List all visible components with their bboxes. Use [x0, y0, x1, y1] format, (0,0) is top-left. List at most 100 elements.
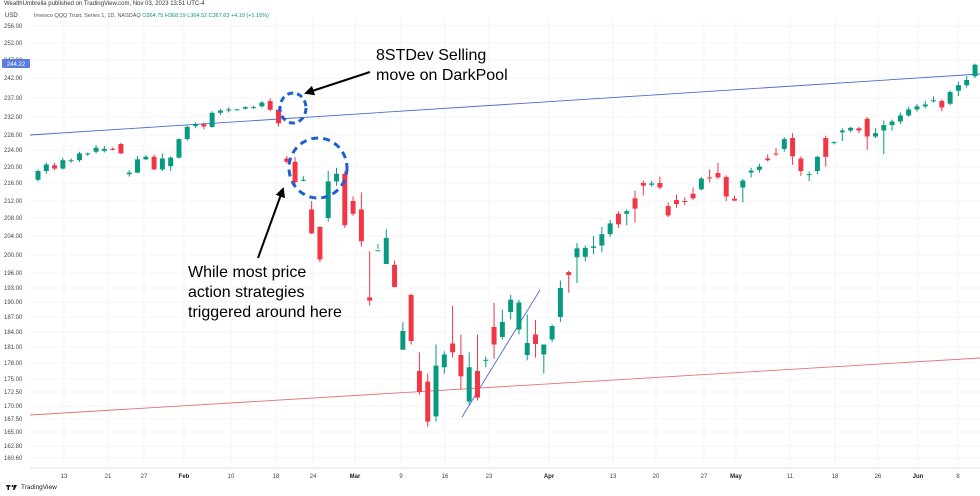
annotation-left-line1: While most price	[188, 264, 306, 281]
candle-body	[856, 128, 862, 131]
candle-body	[267, 101, 273, 110]
candle-body	[624, 211, 630, 214]
x-tick-label: 18	[832, 474, 839, 480]
candle-body	[632, 198, 638, 209]
candle-body	[441, 354, 447, 368]
candle-body	[350, 201, 356, 214]
y-tick-label: 204.00	[4, 234, 23, 240]
x-tick-label: 26	[875, 474, 882, 480]
candle-body	[939, 101, 945, 108]
y-tick-label: 162.80	[4, 444, 23, 450]
lower-trendline[interactable]	[29, 357, 980, 416]
candles	[35, 63, 978, 427]
symbol-legend: Invesco QQQ Trust, Series 1, 1D, NASDAQ …	[34, 13, 269, 19]
candle-body	[474, 371, 480, 398]
y-tick-label: 237.00	[4, 96, 23, 102]
candle-body	[433, 365, 439, 417]
annotation-left-line3: triggered around here	[188, 304, 342, 321]
candle-body	[234, 109, 240, 111]
candle-body	[43, 164, 49, 171]
candle-body	[524, 343, 530, 355]
candle-body	[557, 288, 563, 317]
y-tick-label: 252.00	[4, 41, 23, 47]
candle-body	[698, 178, 704, 190]
y-tick-label: 193.00	[4, 286, 23, 292]
open-value: O364.75	[142, 13, 164, 19]
y-tick-label: 242.00	[4, 76, 23, 82]
annotation-top-line1: 8STDev Selling	[376, 47, 486, 64]
x-tick-label: 10	[228, 474, 235, 480]
top-arrow	[304, 71, 371, 96]
y-tick-label: 220.00	[4, 165, 23, 171]
candle-body	[533, 334, 539, 344]
candle-body	[392, 264, 398, 287]
candle-body	[491, 327, 497, 345]
candle-body	[848, 127, 854, 131]
candle-body	[168, 157, 174, 167]
candle-body	[873, 133, 878, 137]
x-tick-label: 18	[273, 474, 280, 480]
candle-body	[922, 104, 928, 107]
candle-body	[673, 200, 679, 204]
candle-body	[906, 109, 912, 116]
candle-body	[781, 139, 787, 149]
candle-body	[508, 299, 514, 312]
x-tick-label: 21	[105, 474, 112, 480]
y-tick-label: 184.00	[4, 330, 23, 336]
candle-body	[889, 121, 895, 126]
candle-body	[682, 201, 688, 202]
candle-body	[259, 102, 265, 107]
candle-body	[549, 326, 555, 340]
y-tick-label: 208.00	[4, 216, 23, 222]
candle-body	[499, 322, 505, 337]
x-tick-label: 27	[701, 474, 708, 480]
x-tick-label: 24	[310, 474, 317, 480]
currency-label: USD	[5, 13, 18, 19]
candle-body	[566, 272, 572, 275]
change-value: +4.19 (+1.15%)	[230, 13, 269, 19]
candle-body	[740, 180, 746, 188]
candle-body	[93, 147, 99, 152]
candle-body	[383, 237, 389, 264]
candle-body	[591, 246, 597, 248]
y-tick-label: 216.00	[4, 181, 23, 187]
candle-body	[748, 170, 754, 173]
x-tick-label: 9	[399, 474, 403, 480]
y-tick-label: 190.00	[4, 300, 23, 306]
y-tick-label: 172.50	[4, 390, 23, 396]
x-tick-label: Apr	[544, 474, 555, 480]
y-tick-label: 256.00	[4, 24, 23, 30]
y-tick-label: 187.00	[4, 315, 23, 321]
candle-body	[209, 112, 215, 127]
trigger-circle	[287, 136, 349, 200]
x-tick-label: 20	[653, 474, 660, 480]
candle-body	[275, 109, 281, 124]
annotation-left-line2: action strategies	[188, 284, 305, 301]
candle-body	[217, 110, 223, 113]
candle-body	[806, 174, 812, 176]
x-axis: 13 21 27 Feb 10 18 24 Mar 9 16 23 Apr 13 20 27 May 11 18 2…	[61, 474, 961, 480]
candle-body	[110, 148, 116, 150]
candle-body	[68, 160, 74, 162]
upper-trendline[interactable]	[29, 73, 980, 136]
candle-body	[176, 139, 182, 158]
candle-body	[143, 156, 149, 160]
x-tick-label: May	[730, 474, 742, 480]
candle-body	[798, 158, 804, 171]
candle-body	[640, 183, 646, 186]
candle-body	[831, 142, 837, 144]
candle-body	[914, 106, 920, 110]
candle-body	[425, 381, 431, 422]
y-tick-label: 196.00	[4, 271, 23, 277]
candle-body	[466, 367, 472, 402]
candle-body	[300, 179, 306, 181]
y-tick-label: 212.00	[4, 199, 23, 205]
candle-body	[159, 158, 165, 170]
candle-body	[615, 213, 621, 225]
y-tick-label: 160.60	[4, 456, 23, 462]
x-tick-label: Jun	[913, 474, 924, 480]
y-tick-label: 178.00	[4, 361, 23, 367]
x-tick-label: 27	[141, 474, 148, 480]
candle-body	[732, 198, 738, 201]
